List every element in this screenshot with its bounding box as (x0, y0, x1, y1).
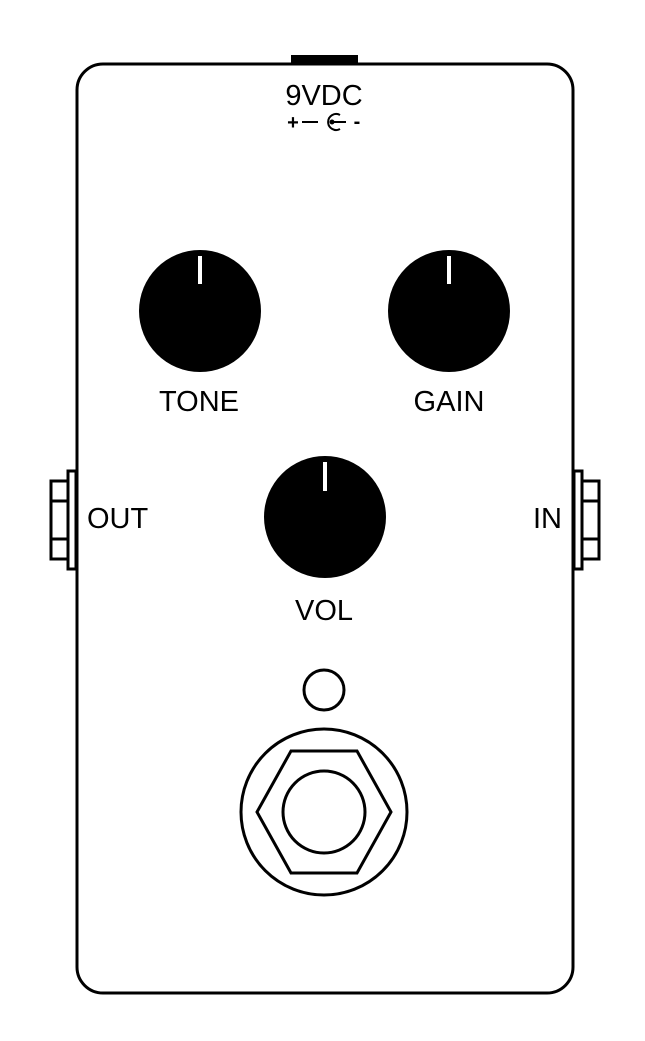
vol-knob[interactable] (264, 456, 386, 578)
in-label: IN (533, 503, 562, 535)
out-label: OUT (87, 503, 149, 535)
footswitch-icon[interactable] (239, 727, 409, 897)
input-jack[interactable] (572, 469, 601, 571)
gain-knob[interactable] (388, 250, 510, 372)
gain-label: GAIN (414, 386, 485, 418)
power-label: 9VDC (285, 80, 362, 112)
tone-knob[interactable] (139, 250, 261, 372)
vol-label: VOL (295, 595, 353, 627)
polarity-negative: - (354, 111, 361, 133)
led-indicator-icon (302, 668, 346, 712)
dc-power-polarity-icon: + - (287, 111, 360, 134)
output-jack[interactable] (49, 469, 78, 571)
tone-label: TONE (159, 386, 239, 418)
polarity-positive: + (287, 112, 299, 134)
